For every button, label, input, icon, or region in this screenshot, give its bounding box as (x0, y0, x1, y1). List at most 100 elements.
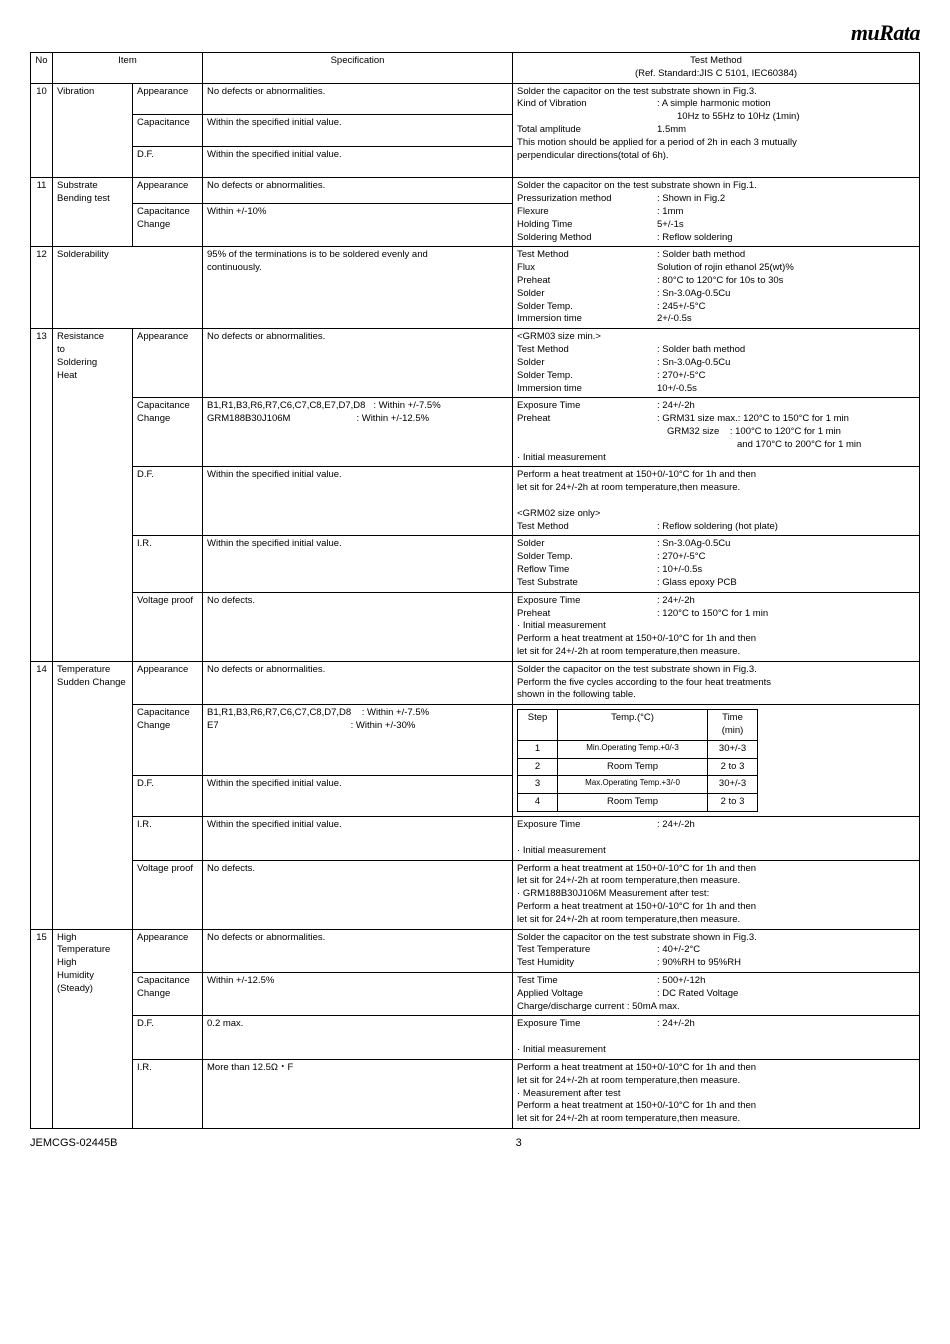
test-14d: Perform a heat treatment at 150+0/-10°C … (513, 860, 920, 929)
text: : DC Rated Voltage (657, 988, 738, 1001)
text: · Measurement after test (517, 1088, 915, 1101)
cell: Within the specified initial value. (203, 115, 513, 147)
text: : Sn-3.0Ag-0.5Cu (657, 357, 730, 370)
item-high-temp-humidity: High Temperature High Humidity (Steady) (53, 929, 133, 1128)
text: Solder the capacitor on the test substra… (517, 664, 915, 677)
text: Perform a heat treatment at 150+0/-10°C … (517, 901, 915, 914)
text: let sit for 24+/-2h at room temperature,… (517, 914, 915, 927)
text: and 170°C to 200°C for 1 min (517, 439, 915, 452)
cell: Within the specified initial value. (203, 146, 513, 178)
text: Exposure Time (517, 1018, 657, 1031)
cell: 2 to 3 (708, 794, 758, 812)
text: Charge/discharge current : 50mA max. (517, 1001, 915, 1014)
item-temp-change: Temperature Sudden Change (53, 661, 133, 929)
text: Flux (517, 262, 657, 275)
text: Perform the five cycles according to the… (517, 677, 915, 690)
text: Solder (517, 357, 657, 370)
text: Resistance (57, 331, 128, 344)
cell: D.F. (133, 146, 203, 178)
text: · Initial measurement (517, 845, 915, 858)
cell: D.F. (133, 467, 203, 536)
test-14c: Exposure Time: 24+/-2h · Initial measure… (513, 817, 920, 860)
no-14: 14 (31, 661, 53, 929)
cell: No defects. (203, 592, 513, 661)
table-row: D.F. 0.2 max. Exposure Time: 24+/-2h · I… (31, 1016, 920, 1059)
item-vibration: Vibration (53, 83, 133, 178)
text: let sit for 24+/-2h at room temperature,… (517, 875, 915, 888)
spec-table: No Item Specification Test Method (Ref. … (30, 52, 920, 1129)
hdr-no: No (31, 53, 53, 84)
text: Exposure Time (517, 595, 657, 608)
text: GRM32 size (667, 426, 719, 437)
text: (Steady) (57, 983, 128, 996)
cell: Capacitance Change (133, 398, 203, 467)
cell: Capacitance Change (133, 973, 203, 1016)
text: Perform a heat treatment at 150+0/-10°C … (517, 633, 915, 646)
text: <GRM03 size min.> (517, 331, 915, 344)
text: : Sn-3.0Ag-0.5Cu (657, 288, 730, 301)
test-15c: Exposure Time: 24+/-2h · Initial measure… (513, 1016, 920, 1059)
cell: 0.2 max. (203, 1016, 513, 1059)
cell: Capacitance (133, 115, 203, 147)
text: · Initial measurement (517, 1044, 915, 1057)
cell: 95% of the terminations is to be soldere… (203, 247, 513, 329)
temp-cycle-table: Step Temp.(°C) Time (min) 1Min.Operating… (517, 709, 758, 812)
test-14b: Step Temp.(°C) Time (min) 1Min.Operating… (513, 705, 920, 817)
table-row: I.R. More than 12.5Ω・F Perform a heat tr… (31, 1059, 920, 1128)
table-row: 10 Vibration Appearance No defects or ab… (31, 83, 920, 115)
table-row: 13 Resistance to Soldering Heat Appearan… (31, 329, 920, 398)
cell: Appearance (133, 661, 203, 704)
text: Test Time (517, 975, 657, 988)
text: Test Temperature (517, 944, 657, 957)
text: 5+/-1s (657, 219, 684, 232)
text: Holding Time (517, 219, 657, 232)
cell: Within +/-12.5% (203, 973, 513, 1016)
cell: Capacitance Change (133, 203, 203, 247)
cell: 4 (518, 794, 558, 812)
cell: 1 (518, 740, 558, 758)
text: Sudden Change (57, 677, 128, 690)
test-10: Solder the capacitor on the test substra… (513, 83, 920, 178)
cell: 2 to 3 (708, 758, 758, 776)
text: Solder Temp. (517, 551, 657, 564)
cell: 2 (518, 758, 558, 776)
text: perpendicular directions(total of 6h). (517, 150, 915, 163)
text: GRM188B30J106M (207, 413, 290, 424)
text: Solder (517, 538, 657, 551)
text: : Within +/-30% (351, 720, 416, 731)
table-row: I.R. Within the specified initial value.… (31, 536, 920, 592)
table-row: Capacitance Change Within +/-12.5% Test … (31, 973, 920, 1016)
test-14a: Solder the capacitor on the test substra… (513, 661, 920, 704)
cell: Time (min) (708, 710, 758, 741)
cell: No defects or abnormalities. (203, 929, 513, 972)
text: : 245+/-5°C (657, 301, 705, 314)
text: Solder the capacitor on the test substra… (517, 932, 915, 945)
text: Solder the capacitor on the test substra… (517, 86, 915, 99)
text: High (57, 957, 128, 970)
text: Preheat (517, 275, 657, 288)
cell: 30+/-3 (708, 776, 758, 794)
text: : 500+/-12h (657, 975, 705, 988)
text: shown in the following table. (517, 689, 915, 702)
table-row: I.R. Within the specified initial value.… (31, 817, 920, 860)
cell: I.R. (133, 1059, 203, 1128)
text: Immersion time (517, 313, 657, 326)
text: Exposure Time (517, 400, 657, 413)
text: Temperature (57, 664, 128, 677)
text: Bending test (57, 193, 128, 206)
table-row: 14 Temperature Sudden Change Appearance … (31, 661, 920, 704)
text: Perform a heat treatment at 150+0/-10°C … (517, 1100, 915, 1113)
text: <GRM02 size only> (517, 508, 915, 521)
text: : 270+/-5°C (657, 370, 705, 383)
cell: Room Temp (558, 758, 708, 776)
test-13c: Perform a heat treatment at 150+0/-10°C … (513, 467, 920, 536)
cell: Within +/-10% (203, 203, 513, 247)
text: Perform a heat treatment at 150+0/-10°C … (517, 863, 915, 876)
hdr-test-main: Test Method (690, 55, 742, 66)
text: : Shown in Fig.2 (657, 193, 725, 206)
text: : 10+/-0.5s (657, 564, 702, 577)
text: Solder the capacitor on the test substra… (517, 180, 915, 193)
cell: No defects. (203, 860, 513, 929)
text: Kind of Vibration (517, 98, 657, 111)
no-12: 12 (31, 247, 53, 329)
